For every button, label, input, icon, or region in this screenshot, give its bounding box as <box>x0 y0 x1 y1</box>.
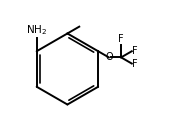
Text: NH$_2$: NH$_2$ <box>26 23 47 37</box>
Text: F: F <box>132 59 138 69</box>
Text: F: F <box>132 46 138 56</box>
Text: F: F <box>118 34 124 44</box>
Text: O: O <box>105 52 113 62</box>
